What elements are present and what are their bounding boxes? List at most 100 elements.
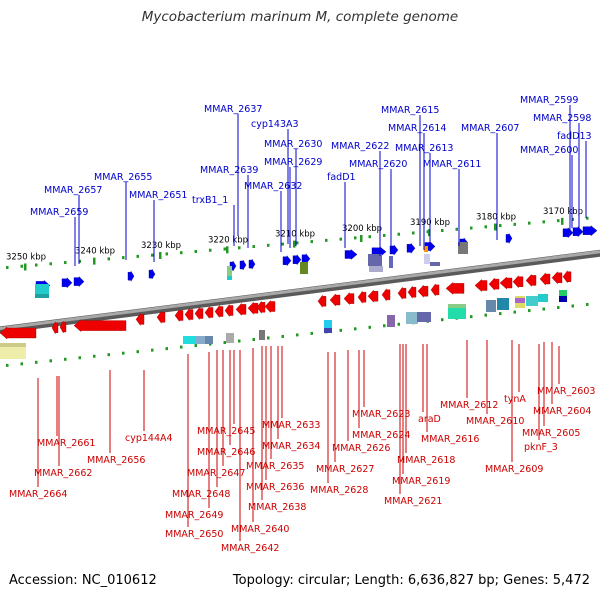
reverse-gene-label: MMAR_2609 <box>485 464 543 475</box>
ruler-tick <box>542 220 545 224</box>
ruler-tick <box>252 337 255 341</box>
ruler-tick <box>267 243 270 247</box>
map-title: Mycobacterium marinum M, complete genome <box>141 9 459 25</box>
forward-gene-label: MMAR_2655 <box>94 172 152 183</box>
ruler-tick <box>339 328 342 332</box>
reverse-gene-arrow <box>59 320 67 334</box>
ruler-major-tick <box>293 240 296 248</box>
feature-block <box>424 246 428 252</box>
reverse-gene-arrow <box>317 294 327 308</box>
ruler-tick <box>513 222 516 226</box>
ruler-tick <box>354 327 357 331</box>
reverse-gene-label: MMAR_2635 <box>246 461 304 472</box>
reverse-gene-arrow <box>343 292 355 306</box>
forward-gene-label: MMAR_2622 <box>331 141 389 152</box>
reverse-gene-label: MMAR_2642 <box>221 543 279 554</box>
forward-gene-label: MMAR_2598 <box>533 113 591 124</box>
ruler-tick <box>136 350 139 354</box>
ruler-label: 3250 kbp <box>6 252 46 262</box>
feature-block <box>368 254 382 266</box>
reverse-gene-arrow <box>539 272 551 286</box>
forward-gene-arrow <box>248 258 256 270</box>
forward-gene-label: MMAR_2637 <box>204 104 262 115</box>
ruler-tick <box>252 245 255 249</box>
reverse-gene-arrow <box>224 303 234 318</box>
ruler-tick <box>513 310 516 314</box>
forward-gene-label: MMAR_2600 <box>520 145 578 156</box>
ruler-tick <box>368 325 371 329</box>
forward-gene-label: fadD1 <box>327 172 356 183</box>
reverse-gene-label: MMAR_2619 <box>392 476 450 487</box>
reverse-gene-label: MMAR_2647 <box>187 468 245 479</box>
forward-gene-label: cyp143A3 <box>251 119 299 130</box>
ruler-major-tick <box>561 217 564 225</box>
ruler-tick <box>49 262 52 266</box>
reverse-gene-arrow <box>525 273 537 287</box>
ruler-tick <box>64 357 67 361</box>
reverse-gene-label: MMAR_2603 <box>537 386 595 397</box>
ruler-tick <box>93 354 96 358</box>
feature-block <box>559 296 567 302</box>
reverse-gene-arrow <box>51 321 59 334</box>
reverse-gene-label: MMAR_2664 <box>9 489 67 500</box>
ruler-tick <box>281 334 284 338</box>
ruler-tick <box>223 247 226 251</box>
reverse-gene-arrow <box>156 310 166 324</box>
forward-gene-arrow <box>282 255 292 267</box>
ruler-tick <box>310 240 313 244</box>
forward-gene-arrow <box>239 259 247 271</box>
ruler-major-tick <box>428 229 431 237</box>
reverse-gene-arrow <box>381 288 391 302</box>
forward-gene-label: MMAR_2599 <box>520 95 578 106</box>
forward-gene-arrow <box>505 232 513 245</box>
feature-block <box>369 266 383 272</box>
ruler-tick <box>180 345 183 349</box>
reverse-gene-label: MMAR_2621 <box>384 496 442 507</box>
forward-gene-arrow <box>148 268 156 280</box>
ruler-tick <box>412 231 415 235</box>
ruler-tick <box>180 251 183 255</box>
reverse-gene-label: MMAR_2648 <box>172 489 230 500</box>
ruler-label: 3200 kbp <box>342 224 382 234</box>
ruler-tick <box>194 249 197 253</box>
ruler-major-tick <box>93 257 96 265</box>
ruler-tick <box>586 302 589 306</box>
reverse-gene-label: MMAR_2638 <box>248 502 306 513</box>
ruler-tick <box>499 224 502 228</box>
forward-gene-arrow <box>572 226 584 238</box>
reverse-gene-arrow <box>562 270 572 284</box>
reverse-gene-arrow <box>204 305 214 320</box>
feature-block <box>497 298 509 310</box>
ruler-major-tick <box>360 234 363 242</box>
feature-block <box>35 284 49 294</box>
feature-block <box>406 312 418 324</box>
forward-gene-label: MMAR_2632 <box>244 181 302 192</box>
ruler-tick <box>470 315 473 319</box>
forward-gene-label: MMAR_2657 <box>44 185 102 196</box>
feature-block <box>205 336 213 344</box>
feature-block <box>458 242 468 254</box>
ruler-tick <box>151 253 154 257</box>
ruler-tick <box>78 259 81 263</box>
reverse-gene-arrow <box>235 302 247 316</box>
ruler-tick <box>281 242 284 246</box>
forward-gene-arrow <box>406 242 416 254</box>
feature-block <box>227 276 232 280</box>
feature-block <box>183 336 195 344</box>
ruler-tick <box>20 362 23 366</box>
forward-gene-arrow <box>73 276 85 288</box>
ruler-major-tick <box>159 252 162 260</box>
reverse-gene-label: MMAR_2627 <box>316 464 374 475</box>
reverse-gene-label: MMAR_2650 <box>165 529 223 540</box>
ruler-tick <box>426 230 429 234</box>
ruler-tick <box>470 226 473 230</box>
ruler-tick <box>49 359 52 363</box>
ruler-label: 3180 kbp <box>476 213 516 223</box>
reverse-gene-label: tynA <box>504 394 526 405</box>
ruler-tick <box>6 363 9 367</box>
ruler-tick <box>499 312 502 316</box>
ruler-tick <box>64 261 67 265</box>
forward-gene-label: MMAR_2615 <box>381 105 439 116</box>
forward-gene-arrow <box>292 254 302 266</box>
reverse-gene-arrow <box>0 326 37 340</box>
